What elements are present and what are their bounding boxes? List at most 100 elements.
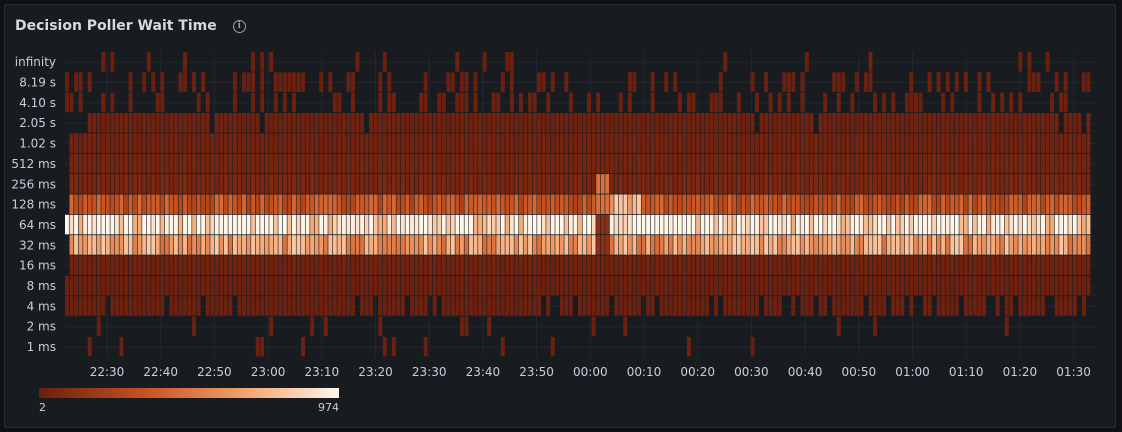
heatmap-cell (618, 194, 623, 214)
heatmap-cell (396, 133, 401, 153)
heatmap-cell (614, 174, 619, 194)
heatmap-cell (119, 214, 124, 235)
heatmap-cell (986, 153, 991, 174)
heatmap-cell (214, 235, 219, 255)
heatmap-cell (941, 255, 946, 276)
heatmap-cell (505, 235, 510, 255)
heatmap-cell (886, 133, 891, 153)
heatmap-cell (723, 214, 728, 235)
heatmap-cell (319, 113, 324, 133)
heatmap-cell (568, 113, 573, 133)
heatmap-cell (346, 214, 351, 235)
heatmap-cell (759, 235, 764, 255)
heatmap-cell (337, 133, 342, 153)
heatmap-cell (242, 235, 246, 255)
heatmap-cell (110, 255, 115, 276)
heatmap-cell (632, 153, 637, 174)
heatmap-cell (391, 214, 396, 235)
heatmap-cell (814, 275, 819, 296)
heatmap-cell (741, 235, 746, 255)
heatmap-cell (160, 296, 165, 316)
heatmap-cell (568, 275, 573, 296)
heatmap-cell (845, 174, 850, 194)
heatmap-cell (782, 255, 787, 276)
heatmap-cell (478, 296, 483, 316)
heatmap-cell (1018, 255, 1023, 276)
heatmap-cell (523, 194, 528, 214)
heatmap-cell (600, 296, 605, 316)
heatmap-cell (487, 133, 492, 153)
heatmap-cell (1068, 255, 1073, 276)
heatmap-cell (782, 113, 787, 133)
heatmap-cell (264, 255, 269, 276)
heatmap-cell (146, 153, 151, 174)
info-circle-icon[interactable]: i (232, 19, 246, 33)
heatmap-cell (355, 153, 360, 174)
heatmap-cell (768, 296, 773, 316)
heatmap-cell (137, 214, 142, 235)
heatmap-cell (1086, 133, 1091, 153)
heatmap-cell (705, 235, 710, 255)
heatmap-cell (741, 113, 746, 133)
heatmap-cell (850, 214, 855, 235)
heatmap-cell (986, 275, 991, 296)
heatmap-cell (677, 113, 682, 133)
heatmap-cell (668, 214, 673, 235)
heatmap-cell (1004, 296, 1009, 316)
heatmap-cell (419, 153, 424, 174)
heatmap-cell (509, 275, 514, 296)
heatmap-cell (777, 113, 782, 133)
heatmap-cell (936, 255, 941, 276)
heatmap-cell (537, 133, 542, 153)
heatmap-cell (682, 194, 687, 214)
heatmap-cell (1000, 214, 1005, 235)
heatmap-cell (605, 235, 610, 255)
heatmap-cell (1041, 214, 1045, 235)
heatmap-cell (682, 255, 687, 276)
heatmap-cell (741, 194, 746, 214)
heatmap-cell (65, 92, 69, 113)
heatmap-cell (696, 255, 700, 276)
heatmap-cell (532, 113, 537, 133)
heatmap-cell (659, 255, 664, 276)
heatmap-cell (773, 275, 778, 296)
heatmap-cell (278, 72, 283, 92)
y-tick-label: 8 ms (27, 279, 56, 293)
heatmap-cell (146, 235, 151, 255)
heatmap-cell (573, 214, 578, 235)
heatmap-cell (228, 275, 233, 296)
heatmap-cell (437, 153, 442, 174)
heatmap-cell (696, 235, 700, 255)
heatmap-cell (673, 275, 678, 296)
heatmap-cell (809, 153, 814, 174)
heatmap-cell (387, 214, 392, 235)
heatmap-cell (1054, 174, 1059, 194)
heatmap-cell (287, 72, 292, 92)
heatmap-cell (941, 133, 946, 153)
heatmap-cell (873, 316, 878, 337)
heatmap-cell (618, 255, 623, 276)
heatmap-cell (809, 133, 814, 153)
heatmap-cell (146, 296, 151, 316)
heatmap-cell (764, 275, 769, 296)
heatmap-cell (546, 133, 551, 153)
heatmap-cell (183, 133, 187, 153)
heatmap-cell (587, 133, 592, 153)
heatmap-cell (677, 153, 682, 174)
heatmap-cell (369, 113, 374, 133)
heatmap-cell (950, 133, 955, 153)
heatmap-cell (523, 235, 528, 255)
heatmap-cell (991, 92, 996, 113)
heatmap-cell (251, 275, 256, 296)
heatmap-cell (187, 174, 192, 194)
heatmap-cell (487, 296, 492, 316)
heatmap-cell (487, 194, 492, 214)
heatmap-cell (101, 133, 106, 153)
heatmap-cell (723, 133, 728, 153)
heatmap-cell (1031, 255, 1036, 276)
heatmap-cell (786, 194, 791, 214)
heatmap-cell (736, 296, 741, 316)
heatmap-cell (882, 174, 887, 194)
heatmap-cell (977, 174, 982, 194)
heatmap-cell (791, 174, 796, 194)
